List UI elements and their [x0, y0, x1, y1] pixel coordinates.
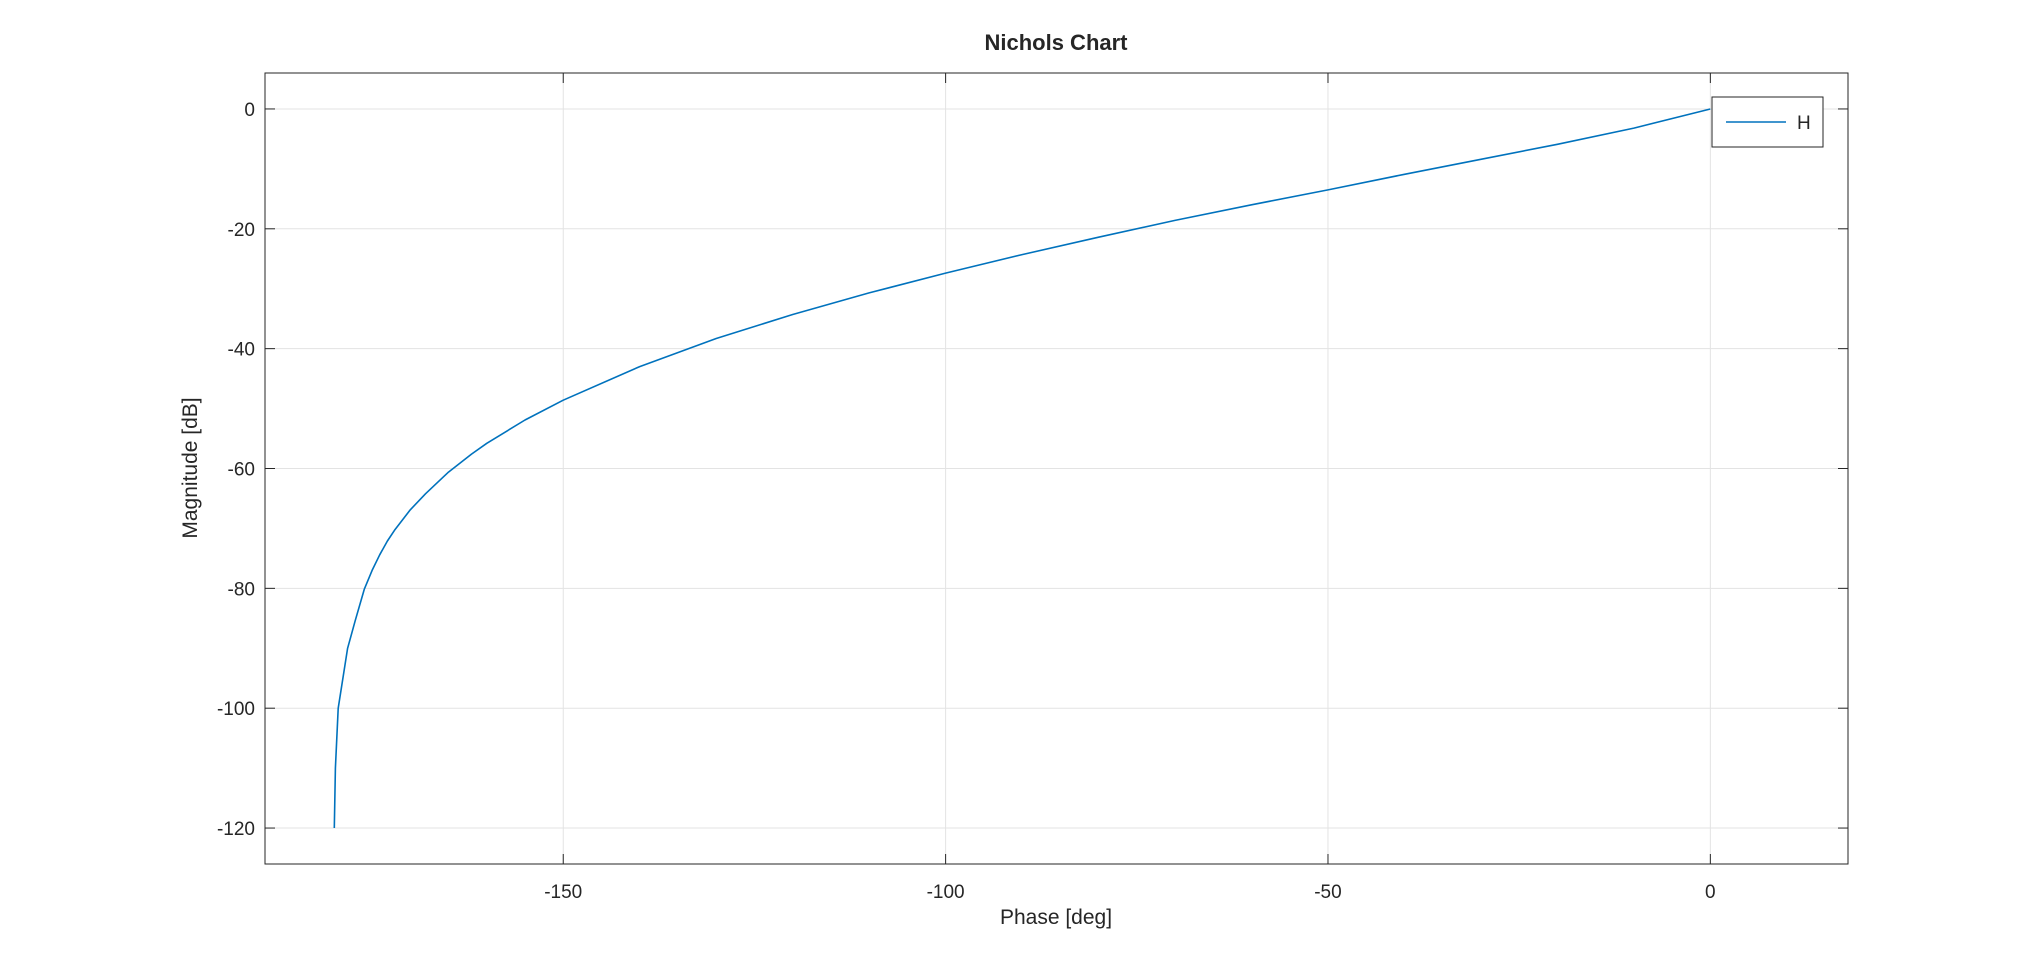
x-tick-label: -50 [1314, 882, 1341, 903]
legend-label-h: H [1797, 113, 1811, 134]
x-axis-label: Phase [deg] [1000, 906, 1112, 929]
y-tick-label: -60 [228, 460, 255, 481]
series-line-h [333, 108, 1711, 829]
y-tick-label: -120 [217, 819, 255, 840]
y-tick-label: -80 [228, 579, 255, 600]
y-tick-label: -100 [217, 699, 255, 720]
tick-labels: -150 -100 -50 0 0 -20 -40 -60 -80 -100 -120 [217, 100, 1716, 903]
legend: H [1711, 96, 1824, 148]
series-lines [333, 108, 1711, 829]
x-tick-label: -100 [927, 882, 965, 903]
chart-title: Nichols Chart [984, 30, 1128, 55]
y-tick-label: -40 [228, 340, 255, 361]
y-tick-label: -20 [228, 220, 255, 241]
axis-ticks [265, 73, 1848, 864]
y-tick-label: 0 [244, 100, 255, 121]
y-axis-label: Magnitude [dB] [179, 397, 202, 538]
grid-lines [265, 73, 1848, 864]
x-tick-label: -150 [544, 882, 582, 903]
x-tick-label: 0 [1705, 882, 1716, 903]
